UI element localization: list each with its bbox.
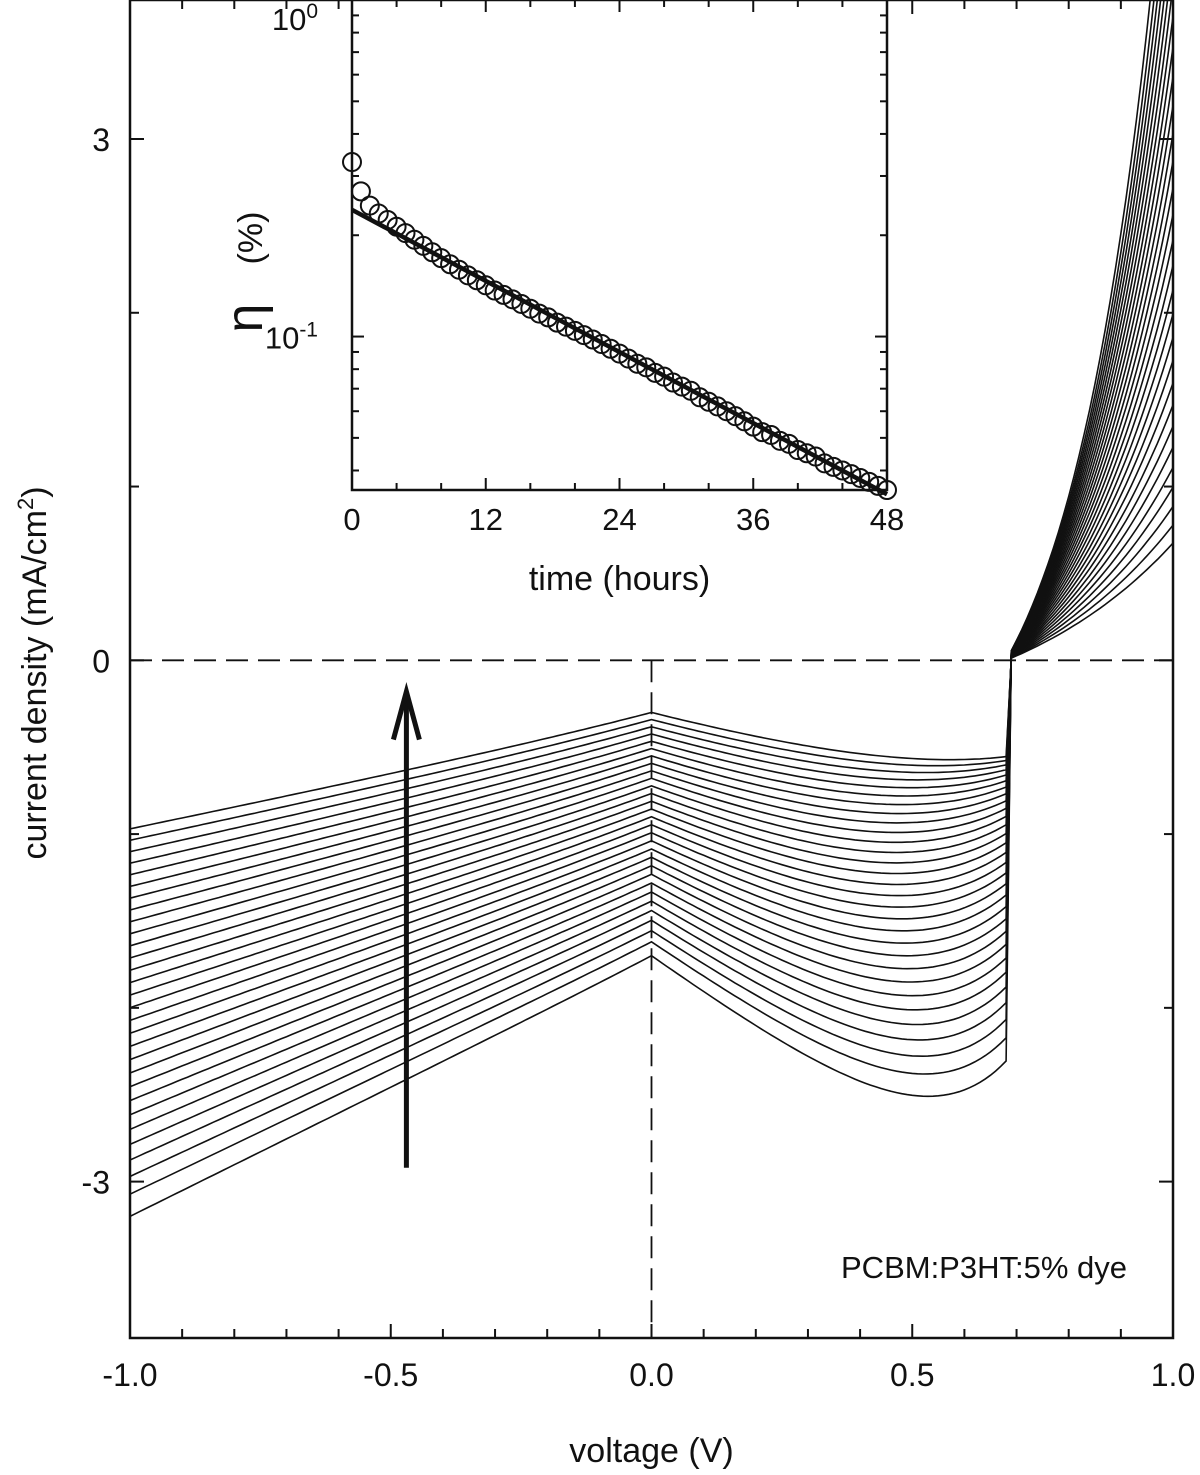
data-point — [663, 372, 683, 393]
iv-curve — [129, 524, 1174, 842]
inset-x-tick-label: 0 — [343, 502, 360, 537]
inset-plot-frame — [350, 0, 889, 492]
main-x-tick-labels: -1.0 -0.5 0.0 0.5 1.0 — [102, 1357, 1195, 1393]
main-plot: -1.0 -0.5 0.0 0.5 1.0 -3 0 3 voltage (V) curre… — [13, 0, 1195, 1470]
data-point — [814, 453, 835, 474]
inset-background — [352, 0, 887, 490]
sample-annotation: PCBM:P3HT:5% dye — [841, 1250, 1127, 1285]
iv-curve — [129, 0, 1165, 1146]
data-point — [564, 320, 585, 341]
data-point — [832, 460, 853, 481]
data-point — [556, 316, 576, 337]
time-direction-arrow — [390, 682, 422, 1168]
main-y-axis-label: current density (mA/cm2) — [13, 486, 54, 859]
inset-x-tick-label: 24 — [602, 502, 636, 537]
data-point — [627, 353, 648, 374]
inset-x-tick-labels: 0 12 24 36 48 — [343, 502, 904, 537]
iv-curve — [129, 239, 1174, 996]
inset-plot: 0 12 24 36 48 100 10-1 time (hours) η (%) — [216, 0, 904, 598]
data-point — [645, 362, 666, 383]
data-point — [823, 456, 844, 477]
data-point — [493, 284, 514, 305]
data-point — [850, 467, 871, 488]
inset-x-tick-label: 36 — [736, 502, 770, 537]
inset-y-tick-labels: 100 10-1 — [265, 0, 318, 356]
data-point — [841, 464, 862, 485]
main-y-tick-labels: -3 0 3 — [82, 122, 110, 1201]
iv-curve — [129, 446, 1174, 888]
main-x-tick-label: 0.5 — [890, 1357, 934, 1393]
main-x-tick-label: -1.0 — [102, 1357, 157, 1393]
data-point — [671, 376, 692, 397]
main-y-tick-label: 3 — [92, 122, 110, 158]
data-point — [787, 440, 808, 461]
main-y-tick-label: -3 — [82, 1165, 110, 1201]
inset-y-tick-label: 10-1 — [265, 319, 318, 356]
data-point — [796, 443, 817, 464]
data-point — [529, 303, 550, 324]
inset-y-tick-label: 100 — [272, 0, 318, 37]
inset-x-tick-label: 48 — [870, 502, 904, 537]
main-plot-frame — [128, 0, 1175, 1340]
data-point — [573, 325, 594, 346]
inset-y-unit: (%) — [232, 212, 270, 265]
iv-curve — [129, 133, 1174, 1048]
iv-curve — [129, 16, 1174, 1102]
main-x-tick-label: 1.0 — [1151, 1357, 1195, 1393]
data-point — [484, 280, 505, 301]
iv-curve — [129, 337, 1174, 947]
data-point — [752, 422, 773, 443]
main-x-tick-label: -0.5 — [363, 1357, 418, 1393]
main-y-tick-label: 0 — [92, 643, 110, 679]
main-x-axis-label: voltage (V) — [569, 1432, 733, 1470]
data-point — [547, 312, 568, 333]
iv-curve — [129, 425, 1174, 899]
main-x-tick-label: 0.0 — [629, 1357, 673, 1393]
data-point — [770, 430, 790, 451]
inset-data-points — [342, 152, 897, 500]
inset-x-axis-label: time (hours) — [529, 560, 710, 598]
eta-symbol: η — [216, 304, 274, 333]
inset-x-tick-label: 12 — [469, 502, 503, 537]
iv-curve — [129, 0, 1155, 1195]
inset-y-axis-label: η (%) — [216, 212, 274, 333]
